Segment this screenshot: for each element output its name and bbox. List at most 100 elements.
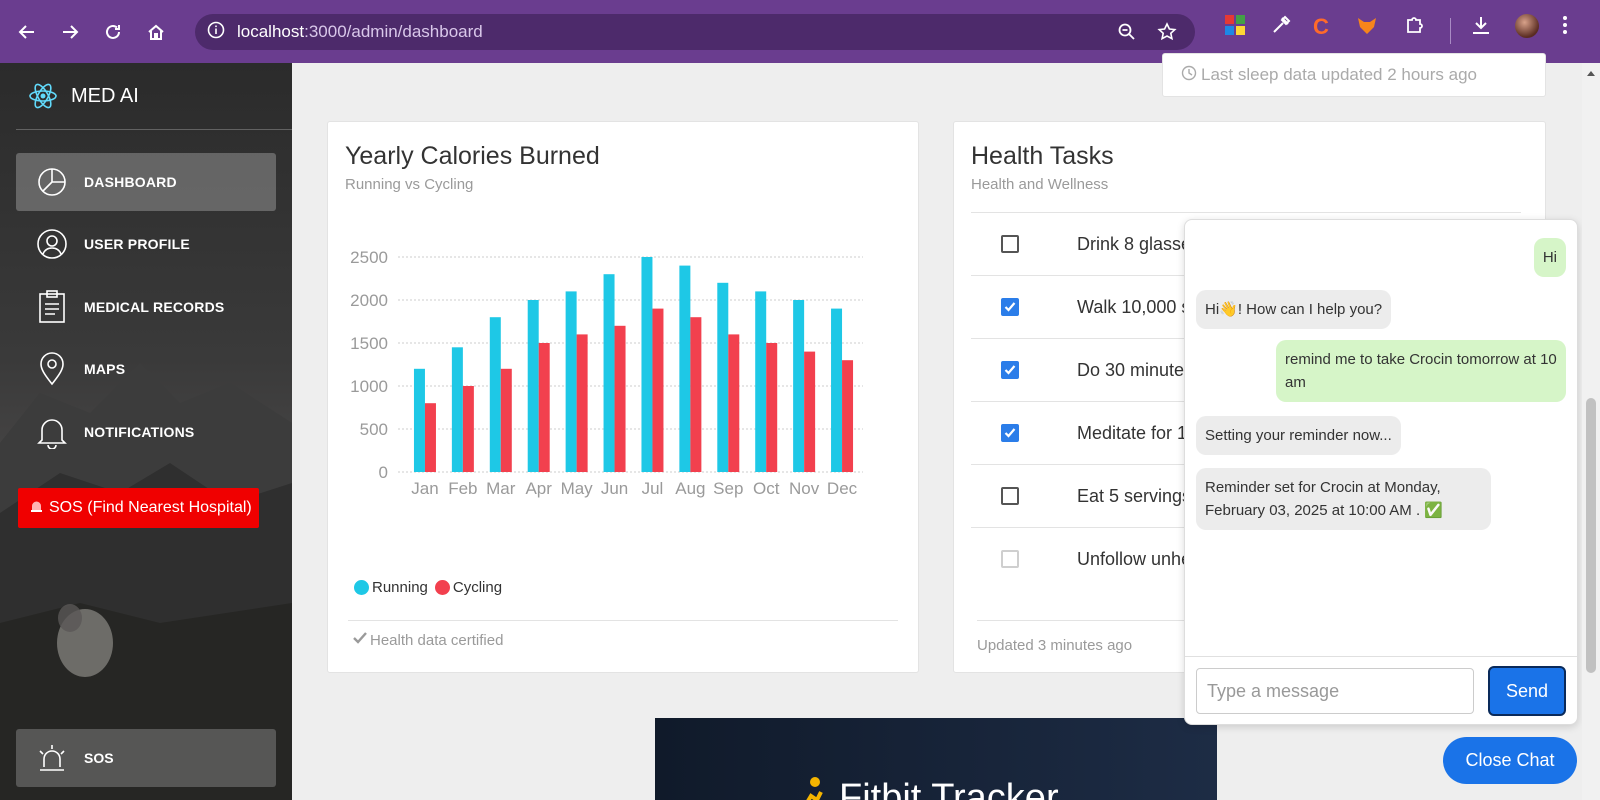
sidebar-item-maps[interactable]: MAPS (16, 340, 276, 398)
bar-running-may (565, 291, 577, 472)
task-label: Walk 10,000 st (1077, 296, 1196, 317)
bar-cycling-aug (690, 317, 702, 472)
reload-icon[interactable] (95, 14, 131, 50)
fitbit-card: Fitbit Tracker (655, 718, 1217, 800)
sidebar-background (0, 363, 292, 800)
x-tick-label: Jan (411, 479, 438, 498)
task-label: Drink 8 glasses (1077, 233, 1201, 254)
extension-1-icon[interactable] (1224, 14, 1246, 36)
x-tick-label: Sep (713, 479, 743, 498)
bar-running-mar (489, 317, 501, 472)
brand-name: MED AI (71, 84, 139, 107)
site-info-icon[interactable] (207, 21, 225, 44)
task-checkbox[interactable] (1001, 361, 1019, 379)
sidebar-item-user-profile[interactable]: USER PROFILE (16, 215, 276, 273)
card-footer: Health data certified (352, 630, 503, 650)
x-tick-label: Feb (448, 479, 477, 498)
page-scrollbar[interactable] (1582, 63, 1600, 800)
eyedropper-icon[interactable] (1270, 14, 1292, 36)
bar-running-jan (413, 368, 425, 472)
bar-cycling-jan (424, 403, 436, 472)
clipboard-icon (34, 290, 70, 324)
calories-card: Yearly Calories Burned Running vs Cyclin… (327, 121, 919, 673)
scroll-up-arrow-icon[interactable] (1582, 65, 1600, 81)
x-tick-label: May (561, 479, 594, 498)
react-atom-icon (29, 83, 57, 109)
legend-dot-cycling (434, 580, 450, 595)
task-checkbox[interactable] (1001, 424, 1019, 442)
card-title: Health Tasks (971, 142, 1114, 170)
sidebar-item-medical-records[interactable]: MEDICAL RECORDS (16, 278, 276, 336)
check-icon (352, 630, 368, 650)
sidebar-item-label: MAPS (84, 361, 126, 377)
x-tick-label: Jul (642, 479, 664, 498)
sidebar-item-label: NOTIFICATIONS (84, 424, 195, 440)
chat-message-input[interactable]: Type a message (1196, 668, 1474, 714)
toolbar-divider (1450, 18, 1451, 44)
pie-chart-icon (34, 167, 70, 197)
bar-cycling-feb (462, 386, 474, 472)
user-circle-icon (34, 228, 70, 260)
bar-cycling-dec (842, 360, 854, 472)
menu-kebab-icon[interactable] (1561, 14, 1569, 36)
chart-legend: Running Cycling (354, 579, 502, 596)
scrollbar-thumb[interactable] (1586, 398, 1596, 673)
sos-button-label: SOS (Find Nearest Hospital) (49, 499, 252, 516)
url-text: localhost:3000/admin/dashboard (237, 22, 483, 42)
close-chat-button[interactable]: Close Chat (1443, 737, 1577, 784)
sidebar-item-sos[interactable]: SOS (16, 729, 276, 787)
y-tick-label: 0 (379, 463, 388, 482)
home-icon[interactable] (138, 14, 174, 50)
y-tick-label: 1000 (350, 377, 388, 396)
bot-message: Hi👋! How can I help you? (1196, 290, 1392, 329)
bar-cycling-jun (614, 325, 626, 472)
extension-c-icon[interactable]: C (1313, 14, 1329, 39)
bar-cycling-mar (500, 368, 512, 472)
card-subtitle: Health and Wellness (971, 176, 1109, 193)
map-pin-icon (34, 352, 70, 386)
sidebar-item-notifications[interactable]: NOTIFICATIONS (16, 403, 276, 461)
chat-input-divider (1185, 656, 1577, 657)
bar-cycling-apr (538, 343, 550, 472)
runner-icon (795, 776, 829, 800)
sidebar-item-dashboard[interactable]: DASHBOARD (16, 153, 276, 211)
profile-avatar[interactable] (1515, 14, 1539, 38)
task-checkbox[interactable] (1001, 235, 1019, 253)
x-tick-label: Aug (675, 479, 705, 498)
sos-find-hospital-button[interactable]: SOS (Find Nearest Hospital) (18, 488, 259, 528)
fitbit-title: Fitbit Tracker (839, 776, 1059, 800)
clock-icon (1181, 65, 1197, 86)
x-tick-label: Nov (789, 479, 820, 498)
back-icon[interactable] (9, 14, 45, 50)
bell-icon (34, 415, 70, 449)
brand-logo[interactable]: MED AI (28, 81, 139, 111)
forward-icon[interactable] (52, 14, 88, 50)
checkmark-icon (1004, 428, 1016, 438)
task-label: Do 30 minutes (1077, 359, 1194, 380)
task-checkbox[interactable] (1001, 298, 1019, 316)
legend-label-running: Running (372, 579, 428, 596)
address-bar[interactable]: localhost:3000/admin/dashboard (195, 14, 1195, 50)
y-tick-label: 1500 (350, 334, 388, 353)
bookmark-star-icon[interactable] (1157, 22, 1177, 47)
url-host: localhost (237, 22, 305, 41)
bar-cycling-may (576, 334, 588, 472)
sidebar-item-label: DASHBOARD (84, 174, 177, 190)
fitbit-heading: Fitbit Tracker (795, 776, 1059, 800)
zoom-icon[interactable] (1117, 22, 1137, 47)
checkmark-icon (1004, 365, 1016, 375)
extensions-puzzle-icon[interactable] (1404, 14, 1426, 36)
bar-running-apr (527, 300, 539, 472)
alarm-light-icon (34, 743, 70, 773)
url-path: :3000/admin/dashboard (304, 22, 483, 41)
footer-text: Health data certified (370, 631, 504, 649)
task-checkbox[interactable] (1001, 550, 1019, 568)
fox-extension-icon[interactable] (1356, 14, 1378, 36)
x-tick-label: Oct (753, 479, 780, 498)
x-tick-label: Dec (827, 479, 858, 498)
task-checkbox[interactable] (1001, 487, 1019, 505)
card-subtitle: Running vs Cycling (345, 176, 474, 193)
send-button[interactable]: Send (1488, 666, 1566, 716)
y-tick-label: 2500 (350, 248, 388, 267)
download-icon[interactable] (1470, 14, 1492, 36)
